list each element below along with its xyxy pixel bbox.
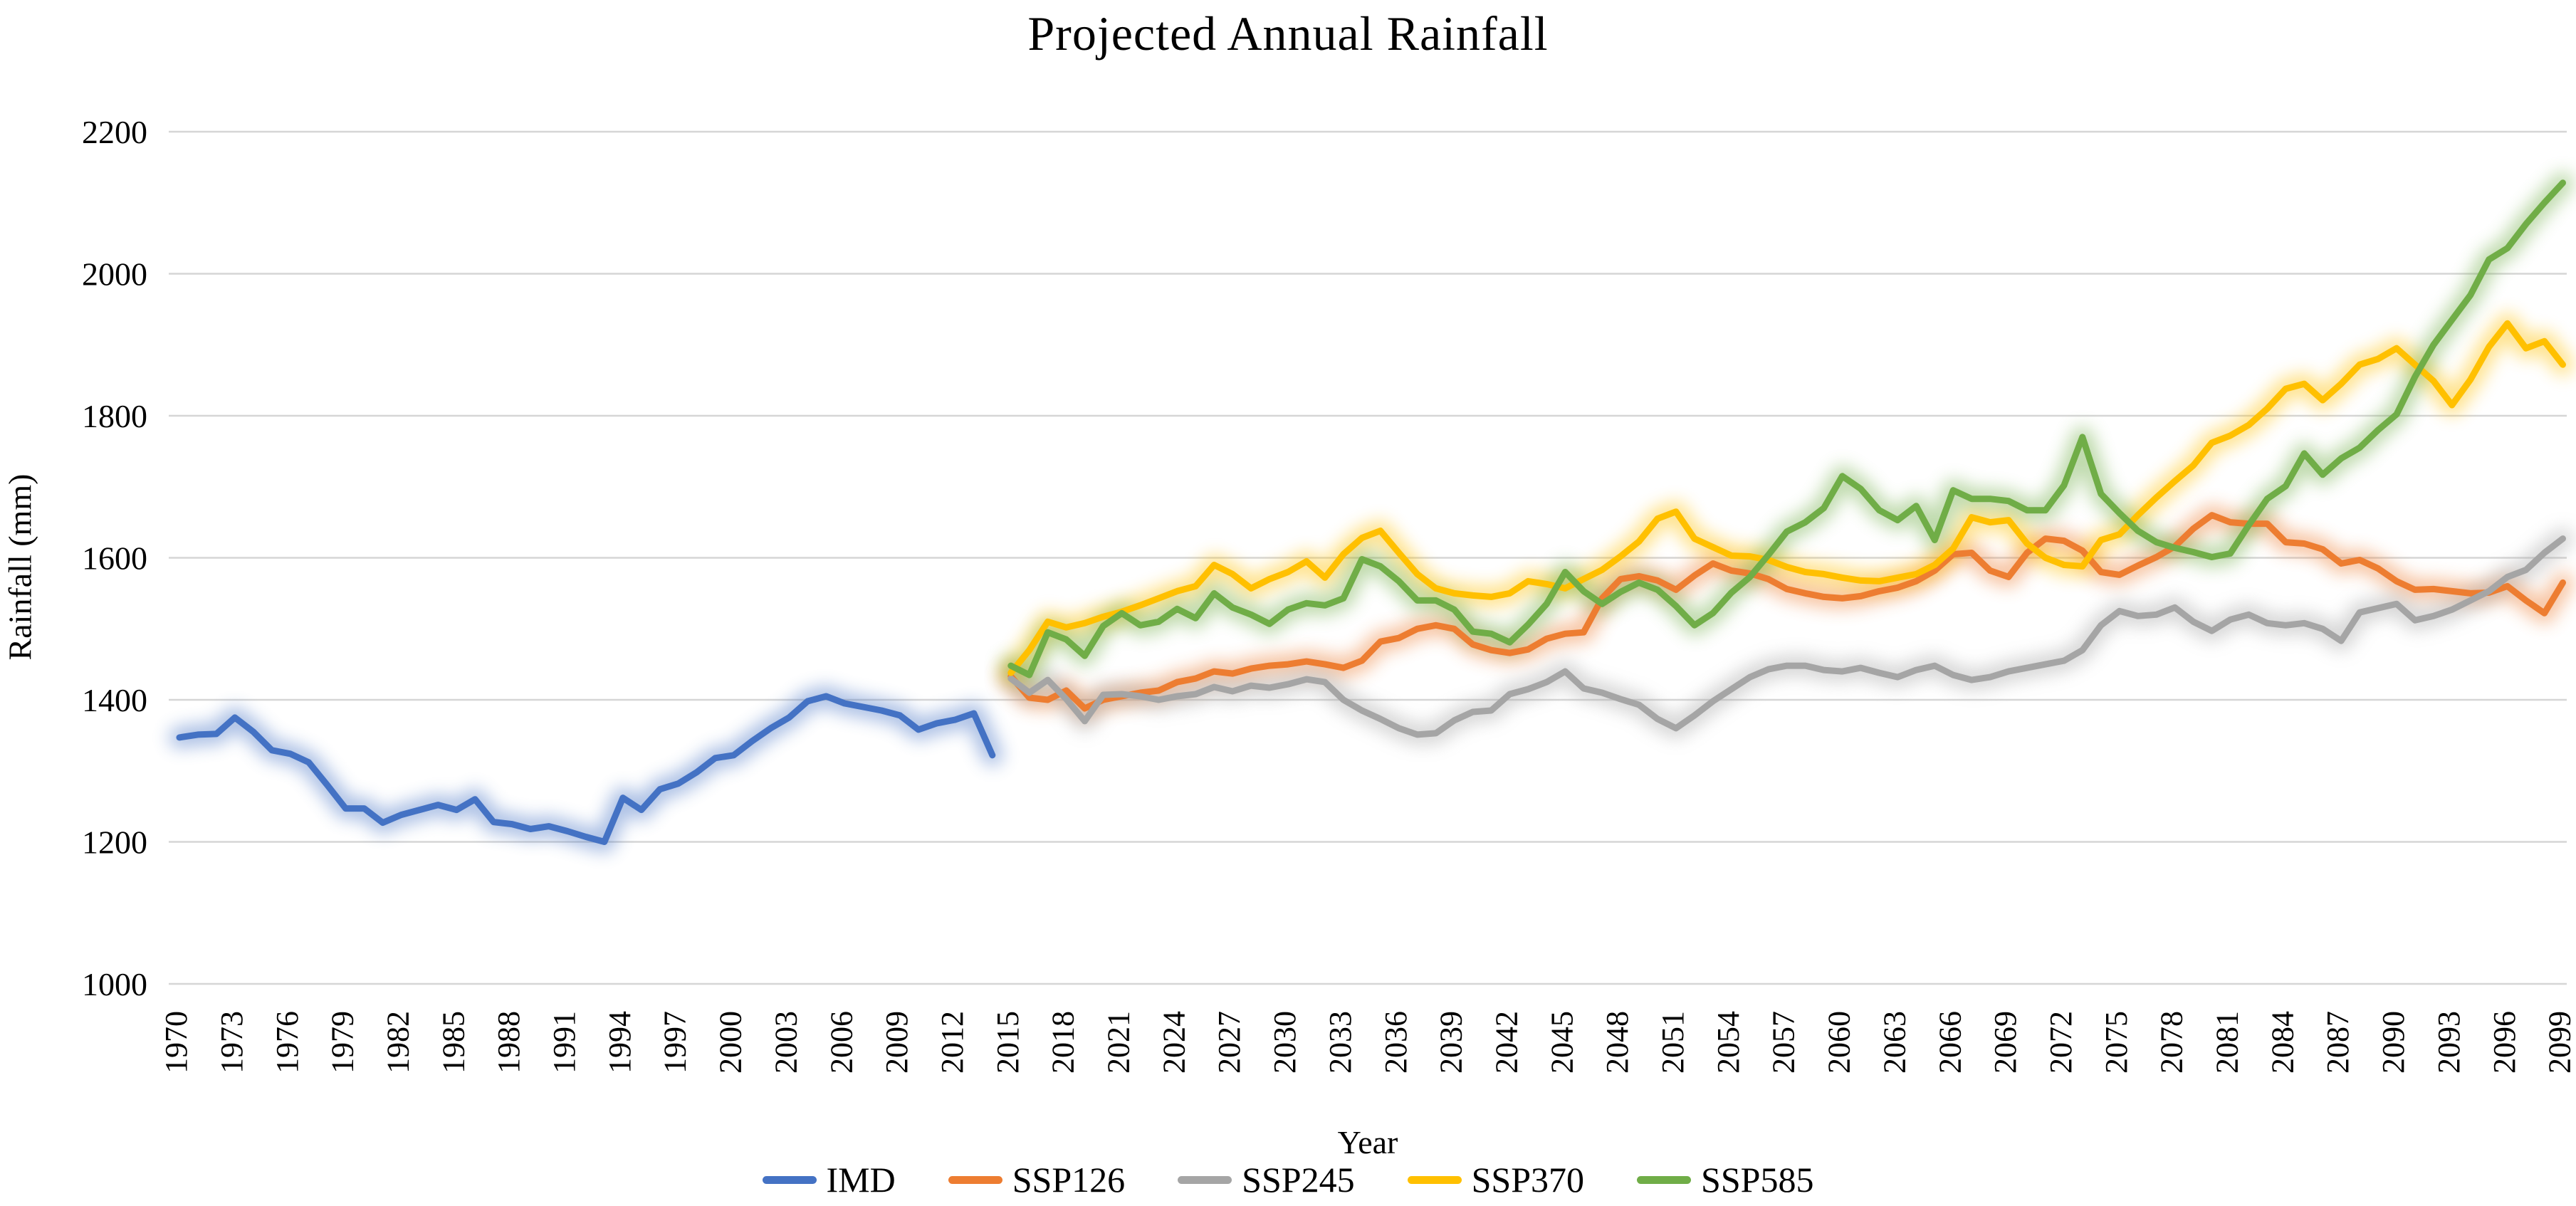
legend-label: SSP585 [1701,1160,1814,1200]
x-tick-label-1976: 1976 [270,1011,305,1074]
x-tick-label-2006: 2006 [824,1011,859,1074]
legend-label: IMD [826,1160,896,1200]
x-tick-label-1994: 1994 [602,1011,637,1074]
legend-marker-ssp245 [1178,1175,1232,1184]
legend-marker-ssp126 [948,1175,1002,1184]
x-tick-label-2075: 2075 [2099,1011,2134,1074]
x-tick-labels: 1970 1973 1976 1979 1982 1985 1988 1991 1994 1997… [159,1011,2576,1074]
x-tick-label-1985: 1985 [436,1011,471,1074]
legend-item-ssp585[interactable]: SSP585 [1637,1159,1813,1200]
x-tick-label-2009: 2009 [879,1011,914,1074]
series-line-ssp126 [1007,512,2566,712]
x-tick-label-2027: 2027 [1212,1011,1247,1074]
y-tick-label-1200: 1200 [82,824,147,861]
x-tick-label-2069: 2069 [1988,1011,2023,1074]
legend-item-ssp126[interactable]: SSP126 [948,1159,1125,1200]
legend-marker-ssp370 [1407,1175,1462,1184]
y-tick-label-2200: 2200 [82,114,147,150]
x-tick-label-2096: 2096 [2487,1011,2522,1074]
y-tick-label-1000: 1000 [82,966,147,1002]
x-axis-title: Year [1337,1124,1398,1160]
x-tick-label-1991: 1991 [547,1011,582,1074]
legend-item-ssp245[interactable]: SSP245 [1178,1159,1355,1200]
legend-item-imd[interactable]: IMD [762,1159,896,1200]
y-tick-labels: 1000 1200 1400 1600 1800 2000 2200 [82,114,147,1002]
x-tick-label-2015: 2015 [990,1011,1025,1074]
x-tick-label-1982: 1982 [380,1011,415,1074]
x-tick-label-2072: 2072 [2043,1011,2078,1074]
x-tick-label-2084: 2084 [2265,1011,2300,1074]
x-tick-label-2093: 2093 [2431,1011,2466,1074]
x-tick-label-2012: 2012 [935,1011,970,1074]
y-tick-label-1800: 1800 [82,398,147,434]
x-tick-label-2021: 2021 [1101,1011,1136,1074]
y-tick-label-1400: 1400 [82,682,147,718]
x-tick-label-2099: 2099 [2543,1011,2576,1074]
x-tick-label-2057: 2057 [1766,1011,1801,1074]
x-tick-label-2081: 2081 [2210,1011,2245,1074]
x-tick-label-2066: 2066 [1932,1011,1967,1074]
x-tick-label-2042: 2042 [1489,1011,1524,1074]
x-tick-label-2060: 2060 [1822,1011,1857,1074]
legend-label: SSP370 [1471,1160,1585,1200]
x-tick-label-1970: 1970 [159,1011,194,1074]
x-tick-label-1988: 1988 [491,1011,526,1074]
y-tick-label-1600: 1600 [82,540,147,577]
x-tick-label-1973: 1973 [214,1011,249,1074]
x-tick-label-2003: 2003 [768,1011,803,1074]
legend-item-ssp370[interactable]: SSP370 [1407,1159,1585,1200]
legend: IMD SSP126 SSP245 SSP370 SSP585 [0,1159,2576,1200]
x-tick-label-2033: 2033 [1323,1011,1358,1074]
x-tick-label-2045: 2045 [1544,1011,1579,1074]
x-tick-label-2078: 2078 [2154,1011,2189,1074]
legend-marker-imd [762,1175,817,1184]
x-tick-label-2048: 2048 [1600,1011,1635,1074]
series-lines-layer [176,179,2566,845]
series-line-ssp245 [1007,535,2566,738]
chart-title: Projected Annual Rainfall [1027,6,1549,61]
x-tick-label-2018: 2018 [1046,1011,1081,1074]
series-glow-layer [169,172,2574,853]
x-tick-label-2039: 2039 [1434,1011,1469,1074]
series-line-imd [176,693,996,845]
x-tick-label-2087: 2087 [2320,1011,2355,1074]
x-tick-label-2000: 2000 [713,1011,748,1074]
y-tick-label-2000: 2000 [82,256,147,293]
x-tick-label-2030: 2030 [1267,1011,1302,1074]
series-line-ssp585 [1007,179,2566,678]
x-tick-label-1997: 1997 [658,1011,693,1074]
legend-label: SSP245 [1242,1160,1355,1200]
legend-marker-ssp585 [1637,1175,1692,1184]
x-tick-label-2024: 2024 [1156,1011,1191,1074]
series-glow-ssp585 [1000,172,2574,686]
x-tick-label-2054: 2054 [1711,1011,1746,1074]
x-tick-label-1979: 1979 [325,1011,360,1074]
x-tick-label-2036: 2036 [1378,1011,1413,1074]
series-line-ssp370 [1007,320,2566,676]
x-tick-label-2051: 2051 [1655,1011,1690,1074]
series-glow-imd [169,686,1003,853]
x-tick-label-2063: 2063 [1877,1011,1912,1074]
legend-label: SSP126 [1012,1160,1126,1200]
x-tick-label-2090: 2090 [2376,1011,2411,1074]
